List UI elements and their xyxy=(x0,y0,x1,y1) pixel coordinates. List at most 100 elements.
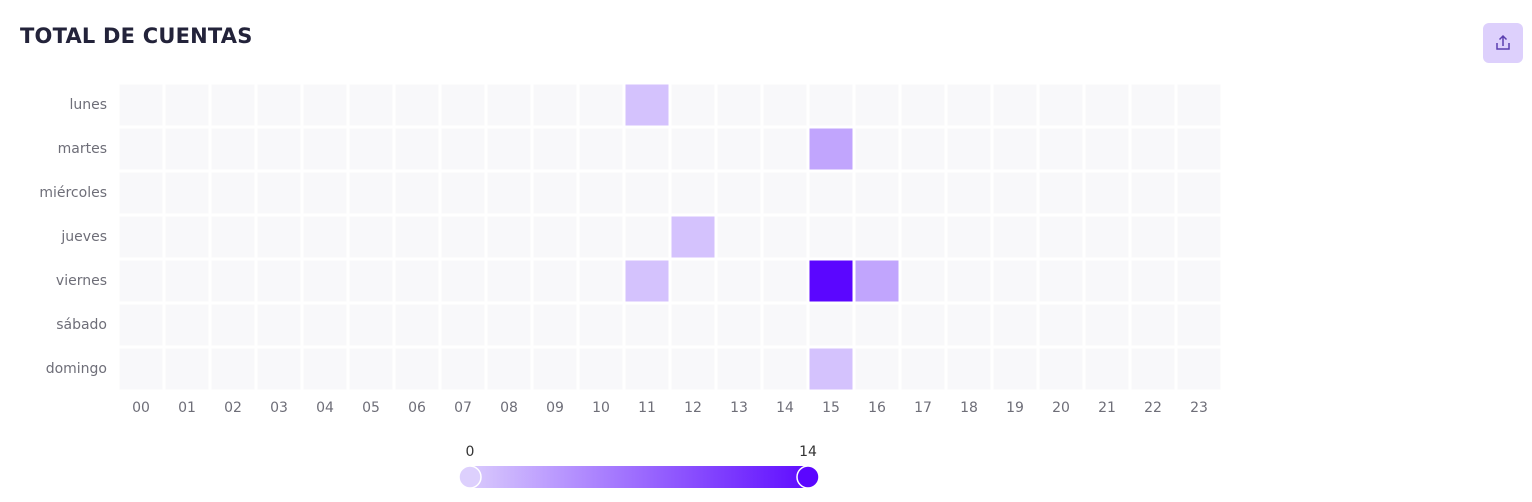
heatmap-cell xyxy=(487,260,531,302)
heatmap-cell xyxy=(809,172,853,214)
heatmap-cell xyxy=(947,304,991,346)
heatmap-cell xyxy=(671,348,715,390)
heatmap-cell xyxy=(257,260,301,302)
heatmap-cell xyxy=(579,128,623,170)
x-tick-label: 21 xyxy=(1098,400,1116,416)
x-tick-label: 06 xyxy=(408,400,426,416)
heatmap-cell xyxy=(349,304,393,346)
heatmap-cell xyxy=(901,348,945,390)
heatmap-cell xyxy=(579,304,623,346)
heatmap-cell xyxy=(1039,128,1083,170)
heatmap-cell xyxy=(1131,128,1175,170)
heatmap-cell xyxy=(1039,84,1083,126)
heatmap-cell xyxy=(349,260,393,302)
heatmap-cell xyxy=(303,348,347,390)
chart-title: TOTAL DE CUENTAS xyxy=(20,24,253,48)
heatmap-cell xyxy=(579,216,623,258)
heatmap-cell xyxy=(901,128,945,170)
visual-map-handle xyxy=(796,465,820,489)
heatmap-cell xyxy=(993,260,1037,302)
x-tick-label: 17 xyxy=(914,400,932,416)
heatmap-cell xyxy=(349,84,393,126)
heatmap-cell xyxy=(671,172,715,214)
heatmap-cell xyxy=(395,260,439,302)
heatmap-cell xyxy=(441,216,485,258)
heatmap-cell xyxy=(1039,172,1083,214)
x-tick-label: 00 xyxy=(132,400,150,416)
heatmap-cell xyxy=(625,128,669,170)
heatmap-cell xyxy=(855,348,899,390)
heatmap-cell xyxy=(349,172,393,214)
heatmap-cell xyxy=(855,216,899,258)
heatmap-cell xyxy=(1131,84,1175,126)
y-tick-label: domingo xyxy=(46,361,107,377)
heatmap-cell xyxy=(441,84,485,126)
heatmap-cell xyxy=(763,260,807,302)
heatmap-cell xyxy=(993,172,1037,214)
heatmap-cell xyxy=(349,128,393,170)
heatmap-cell xyxy=(809,348,853,390)
heatmap-cell xyxy=(487,216,531,258)
heatmap-cell xyxy=(947,216,991,258)
export-icon xyxy=(1496,34,1510,50)
heatmap-cell xyxy=(1131,172,1175,214)
x-tick-label: 07 xyxy=(454,400,472,416)
heatmap-cell xyxy=(165,216,209,258)
heatmap-cell xyxy=(947,260,991,302)
heatmap-cell xyxy=(165,348,209,390)
x-tick-label: 22 xyxy=(1144,400,1162,416)
heatmap-cell xyxy=(855,84,899,126)
x-tick-label: 02 xyxy=(224,400,242,416)
heatmap-cell xyxy=(671,260,715,302)
heatmap-cell xyxy=(257,172,301,214)
heatmap-cell xyxy=(395,304,439,346)
heatmap-cell xyxy=(1177,172,1221,214)
heatmap-cell xyxy=(901,260,945,302)
heatmap-cell xyxy=(1131,348,1175,390)
x-tick-label: 15 xyxy=(822,400,840,416)
heatmap-cell xyxy=(809,216,853,258)
y-tick-label: lunes xyxy=(69,97,107,113)
heatmap-cell xyxy=(211,216,255,258)
heatmap-cell xyxy=(395,216,439,258)
heatmap-cell xyxy=(395,128,439,170)
heatmap-cell xyxy=(717,84,761,126)
heatmap-cell xyxy=(763,348,807,390)
heatmap-cell xyxy=(533,216,577,258)
heatmap-cell xyxy=(947,128,991,170)
heatmap-cell xyxy=(809,260,853,302)
x-tick-label: 10 xyxy=(592,400,610,416)
icon-path xyxy=(1496,34,1510,50)
heatmap-cell xyxy=(211,84,255,126)
heatmap-cell xyxy=(349,348,393,390)
heatmap-cell xyxy=(625,172,669,214)
heatmap-cell xyxy=(165,128,209,170)
heatmap-cell xyxy=(1131,216,1175,258)
heatmap-cell xyxy=(257,216,301,258)
heatmap-cell xyxy=(1131,304,1175,346)
heatmap-cell xyxy=(1177,84,1221,126)
heatmap-cell xyxy=(763,84,807,126)
x-tick-label: 01 xyxy=(178,400,196,416)
heatmap-cell xyxy=(119,348,163,390)
x-tick-label: 08 xyxy=(500,400,518,416)
heatmap-cell xyxy=(625,304,669,346)
heatmap-cell xyxy=(717,260,761,302)
heatmap-cell xyxy=(487,304,531,346)
heatmap-cell xyxy=(1085,84,1129,126)
heatmap-cell xyxy=(1039,260,1083,302)
heatmap-cell xyxy=(441,348,485,390)
heatmap-cell xyxy=(855,260,899,302)
heatmap-cell xyxy=(671,216,715,258)
heatmap-cell xyxy=(717,304,761,346)
heatmap-cell xyxy=(717,128,761,170)
x-tick-label: 09 xyxy=(546,400,564,416)
x-tick-label: 03 xyxy=(270,400,288,416)
heatmap-cell xyxy=(625,84,669,126)
heatmap-cell xyxy=(901,84,945,126)
heatmap-cell xyxy=(901,216,945,258)
heatmap-cell xyxy=(119,172,163,214)
export-button[interactable] xyxy=(1483,23,1523,63)
x-tick-label: 11 xyxy=(638,400,656,416)
